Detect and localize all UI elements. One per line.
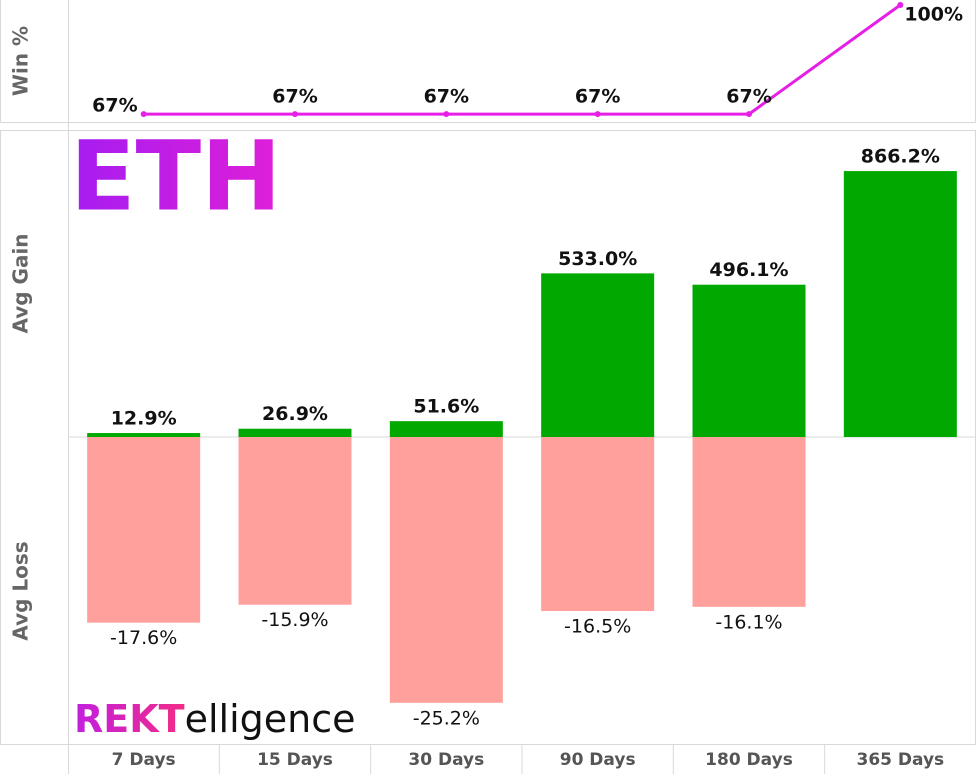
win-point	[292, 111, 298, 118]
value-label: 496.1%	[709, 259, 788, 281]
logo-suffix: elligence	[185, 697, 356, 741]
x-tick-label: 7 Days	[112, 750, 176, 770]
win-point	[443, 111, 450, 118]
bar	[87, 433, 201, 437]
bar	[389, 437, 503, 703]
x-tick-label: 15 Days	[257, 750, 333, 770]
y-axis-label: Avg Gain	[9, 233, 33, 333]
value-label: 100%	[904, 3, 963, 25]
win-point	[897, 1, 904, 8]
win-line	[143, 3, 902, 116]
value-label: 866.2%	[861, 146, 940, 168]
chart-title: ETH	[70, 120, 281, 232]
bar	[692, 284, 806, 437]
value-label: 67%	[575, 86, 620, 108]
x-tick-label: 180 Days	[705, 750, 793, 770]
y-axis-label: Win %	[9, 26, 33, 96]
value-label: -16.1%	[715, 611, 782, 633]
bar	[843, 171, 957, 437]
bar	[541, 273, 655, 437]
value-label: 67%	[726, 86, 771, 108]
bar	[238, 437, 352, 605]
bar	[692, 437, 806, 607]
win-point	[594, 111, 601, 118]
x-tick-label: 365 Days	[856, 750, 944, 770]
win-point	[746, 111, 752, 118]
value-label: 51.6%	[413, 396, 479, 418]
value-label: 67%	[92, 95, 137, 117]
bar	[87, 437, 201, 623]
logo: REKTelligence	[74, 697, 356, 741]
value-label: 67%	[272, 86, 317, 108]
y-axis-label: Avg Loss	[9, 541, 33, 640]
value-label: 26.9%	[262, 403, 328, 425]
value-label: 12.9%	[111, 408, 177, 430]
panel-frame	[0, 0, 976, 123]
bar	[389, 421, 503, 437]
value-label: -25.2%	[413, 707, 480, 729]
x-tick-label: 30 Days	[408, 750, 484, 770]
bar	[541, 437, 655, 612]
x-tick-label: 90 Days	[560, 750, 636, 770]
win-point	[140, 111, 147, 118]
bar	[238, 428, 352, 437]
value-label: -15.9%	[261, 609, 328, 631]
value-label: -17.6%	[110, 627, 177, 649]
value-label: 533.0%	[558, 248, 637, 270]
logo-prefix: REKT	[74, 697, 185, 741]
value-label: 67%	[424, 86, 469, 108]
value-label: -16.5%	[564, 616, 631, 638]
